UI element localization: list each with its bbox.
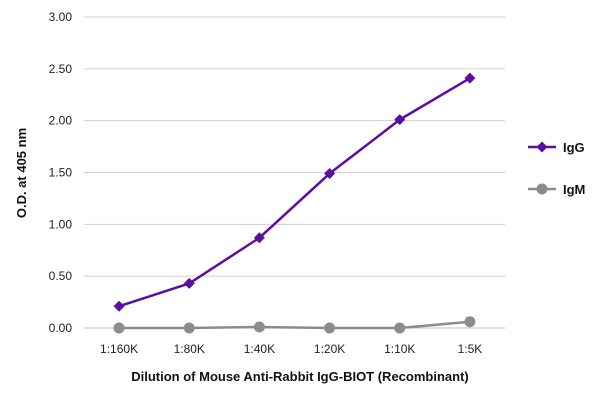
igm-point xyxy=(394,322,406,334)
igg-point xyxy=(464,72,476,84)
igg-point xyxy=(113,300,125,312)
igg-point xyxy=(324,168,336,180)
y-tick-label: 1.50 xyxy=(49,166,73,180)
igg-point xyxy=(253,232,265,244)
y-tick-label: 0.50 xyxy=(49,269,73,283)
y-tick-label: 3.00 xyxy=(49,10,73,24)
legend-item-igg: IgG xyxy=(528,140,585,155)
series-igm xyxy=(113,316,476,334)
x-tick-label: 1:80K xyxy=(174,342,205,356)
legend-marker-igm xyxy=(536,183,548,195)
y-axis-title: O.D. at 405 nm xyxy=(14,128,29,218)
gridlines xyxy=(84,16,505,277)
legend: IgG IgM xyxy=(528,140,585,197)
igm-point xyxy=(324,322,336,334)
igg-point xyxy=(394,114,406,126)
legend-label-igm: IgM xyxy=(563,182,585,197)
x-axis-title: Dilution of Mouse Anti-Rabbit IgG-BIOT (… xyxy=(131,369,468,384)
y-tick-label: 2.50 xyxy=(49,62,73,76)
igm-point xyxy=(113,322,125,334)
x-tick-label: 1:160K xyxy=(100,342,138,356)
igm-point xyxy=(253,321,265,333)
x-tick-label: 1:10K xyxy=(384,342,415,356)
series-igg xyxy=(113,72,476,312)
y-tick-label: 1.00 xyxy=(49,217,73,231)
x-tick-labels: 1:160K 1:80K 1:40K 1:20K 1:10K 1:5K xyxy=(100,342,482,356)
igm-line xyxy=(119,320,471,330)
igg-point xyxy=(183,277,195,289)
igm-point xyxy=(183,322,195,334)
igm-point xyxy=(464,316,476,328)
legend-marker-igg xyxy=(536,141,548,153)
igg-line xyxy=(118,77,471,308)
y-tick-label: 2.00 xyxy=(49,114,73,128)
x-tick-label: 1:20K xyxy=(314,342,345,356)
y-tick-labels: 0.00 0.50 1.00 1.50 2.00 2.50 3.00 xyxy=(49,10,73,335)
x-tick-label: 1:5K xyxy=(458,342,483,356)
legend-item-igm: IgM xyxy=(528,182,585,197)
legend-label-igg: IgG xyxy=(563,140,585,155)
series-layer xyxy=(113,72,476,334)
x-tick-label: 1:40K xyxy=(244,342,275,356)
y-tick-label: 0.00 xyxy=(49,321,73,335)
